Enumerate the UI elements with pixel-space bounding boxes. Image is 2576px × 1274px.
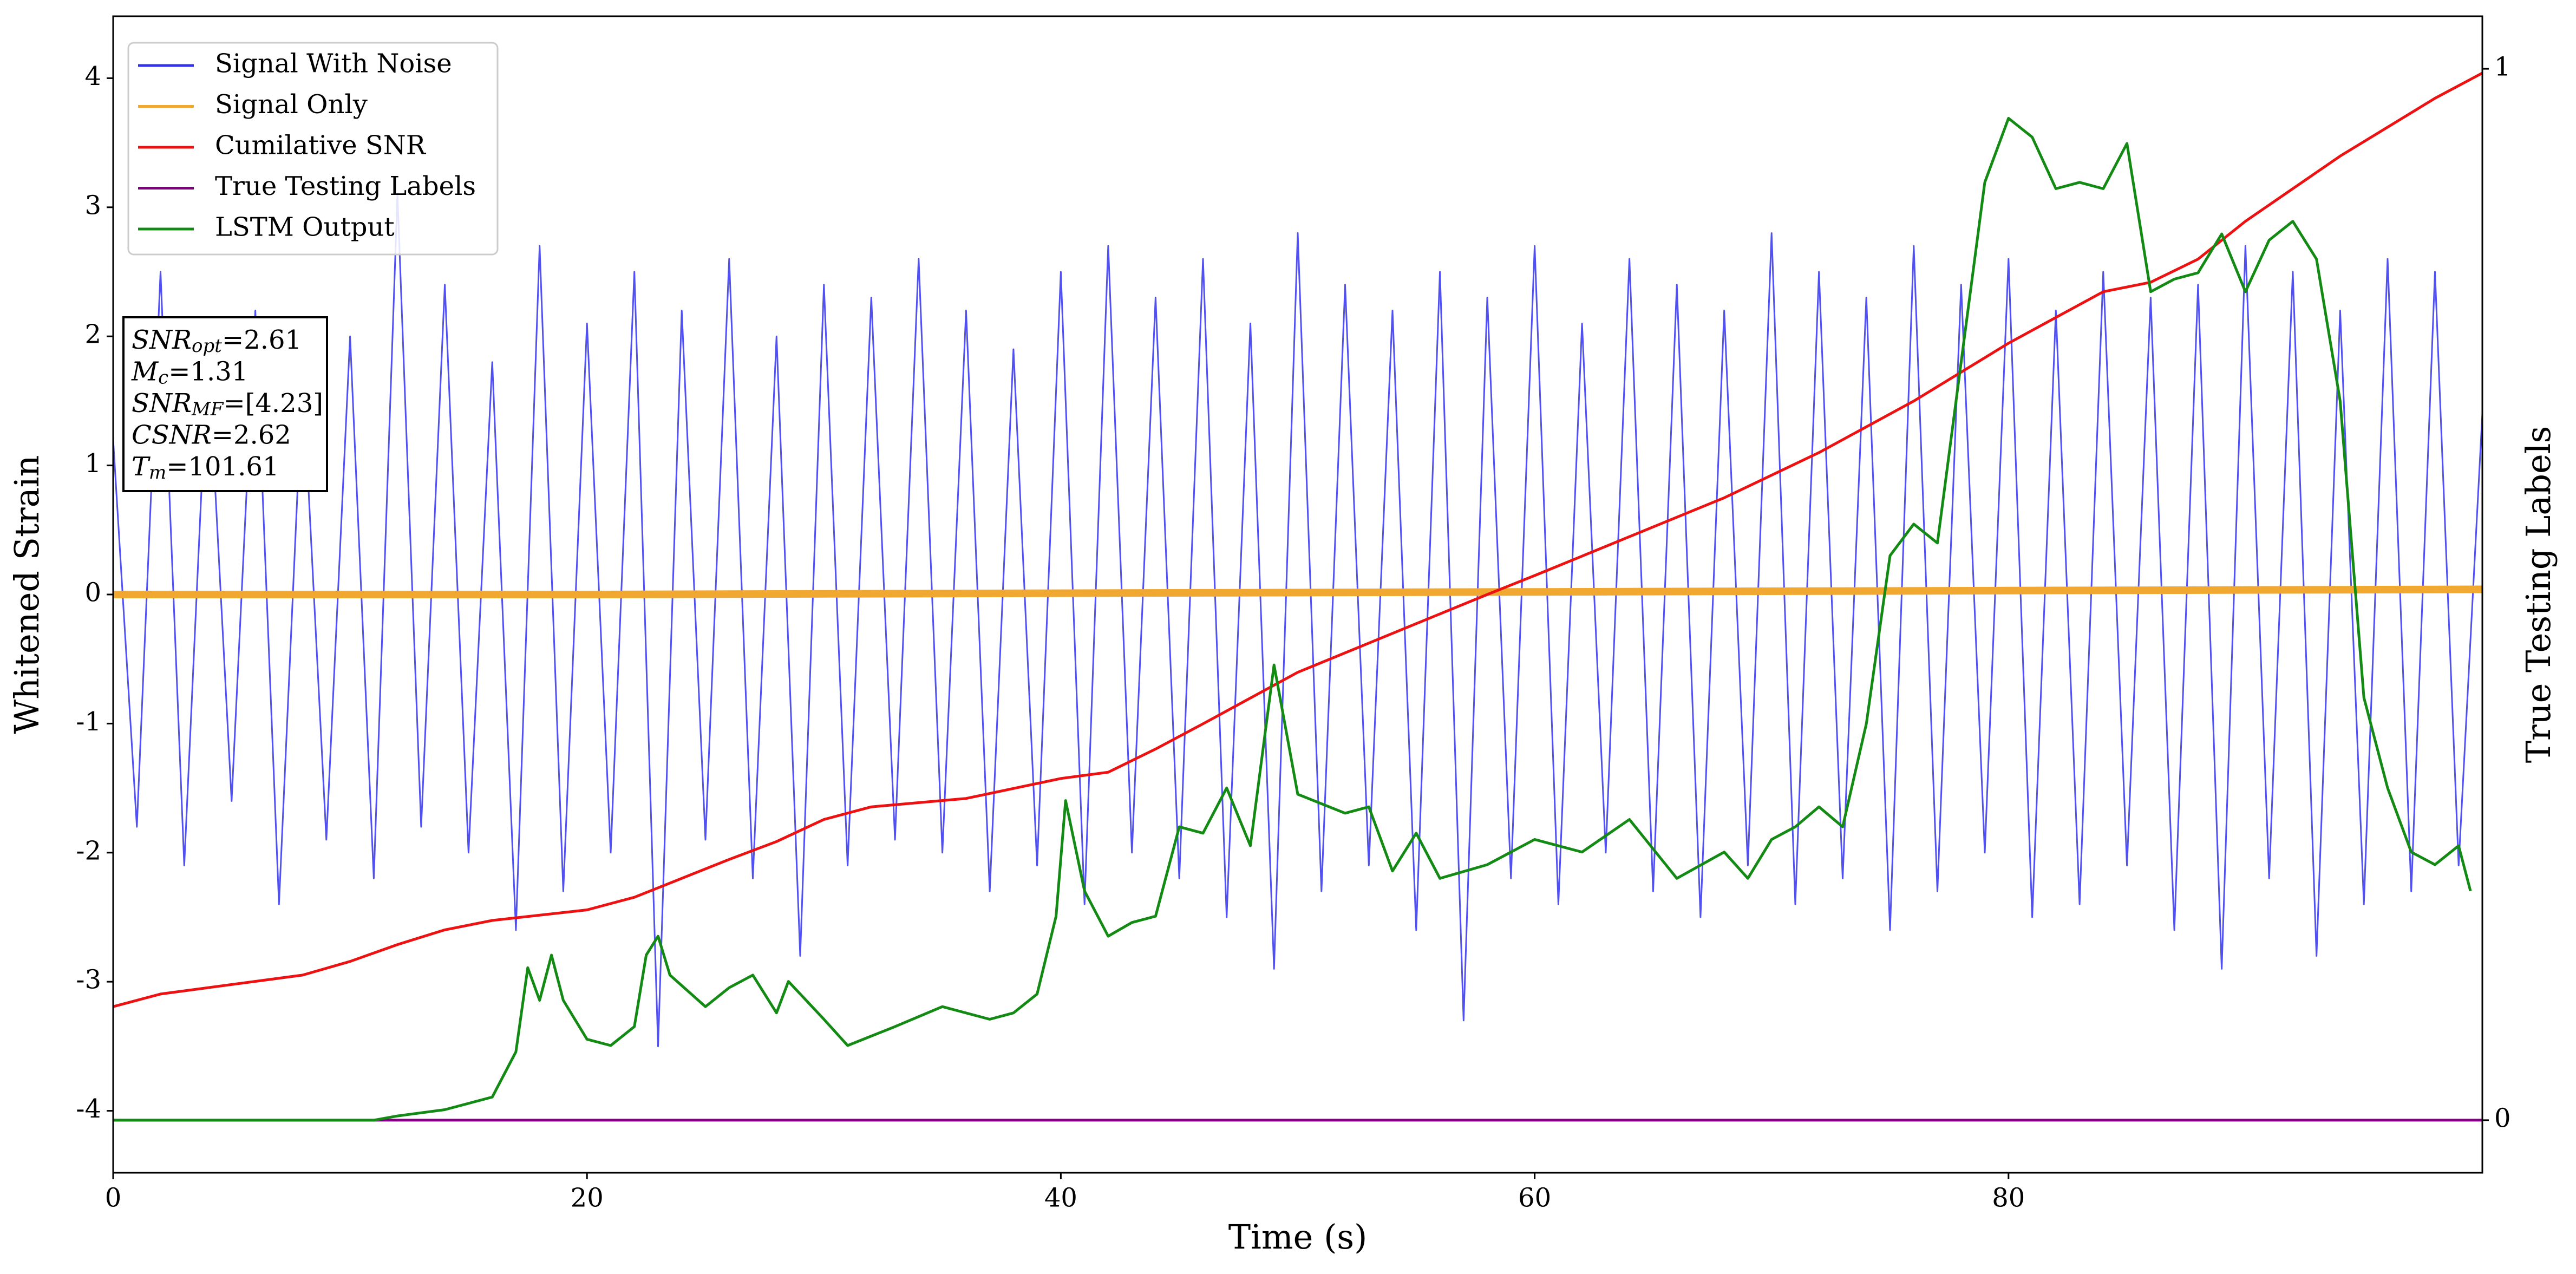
series-line [113,585,2483,598]
annotation-line: Tm=101.61 [132,452,279,484]
x-tick-label: 40 [1044,1183,1077,1213]
legend-label: True Testing Labels [215,171,476,201]
y-tick-label: 4 [84,61,101,92]
annotation-subscript: m [149,462,166,484]
annotation-value: =[4.23] [223,388,323,419]
x-tick-label: 0 [105,1183,122,1213]
legend-label: Cumilative SNR [215,130,427,161]
y-tick-label: 2 [84,319,101,350]
x-tick-label: 20 [571,1183,604,1213]
y-tick-label: -1 [76,707,101,737]
y2-axis-label: True Testing Labels [2519,426,2558,763]
annotation-subscript: MF [191,398,224,420]
annotation-value: =1.31 [168,356,248,387]
y-tick-label: 0 [84,578,101,608]
annotation-value: =101.61 [166,452,279,482]
x-tick-label: 80 [1992,1183,2025,1213]
legend-label: Signal With Noise [215,49,452,79]
annotation-name: M [131,356,159,387]
annotation-value: =2.62 [212,420,291,450]
annotation-subscript: c [158,367,168,389]
y-tick-label: 1 [84,448,101,479]
series-line [113,71,2483,1008]
annotation-line: SNRMF=[4.23] [132,388,323,421]
annotation-line: CSNR=2.62 [132,420,291,450]
y-tick-label: 3 [84,190,101,220]
legend: Signal With Noise Signal Only Cumilative S… [127,42,499,256]
annotation-name: T [132,452,151,482]
y-axis-label: Whitened Strain [7,455,47,734]
annotation-value: =2.61 [222,325,302,355]
legend-label: LSTM Output [215,212,395,243]
annotation-name: SNR [132,325,192,355]
legend-box [127,42,499,256]
x-tick-label: 60 [1518,1183,1551,1213]
annotation-name: CSNR [132,420,212,450]
y-tick-label: -3 [76,965,101,995]
y-tick-label: -4 [76,1094,101,1124]
annotation-box: SNRopt=2.61Mc=1.31SNRMF=[4.23]CSNR=2.62T… [122,316,328,492]
series-line [113,116,2472,1122]
y-tick-label: -2 [76,835,101,866]
annotation-line: Mc=1.31 [131,356,248,389]
series-line [112,193,2483,1047]
legend-label: Signal Only [215,89,368,120]
plot-area [112,71,2483,1122]
annotation-name: SNR [132,388,192,419]
annotation-frame [122,316,328,492]
annotation-line: SNRopt=2.61 [132,325,302,357]
y2-tick-label: 1 [2494,52,2511,82]
annotation-subscript: opt [192,335,222,357]
x-axis-label: Time (s) [1228,1217,1368,1257]
y2-tick-label: 0 [2494,1103,2511,1133]
